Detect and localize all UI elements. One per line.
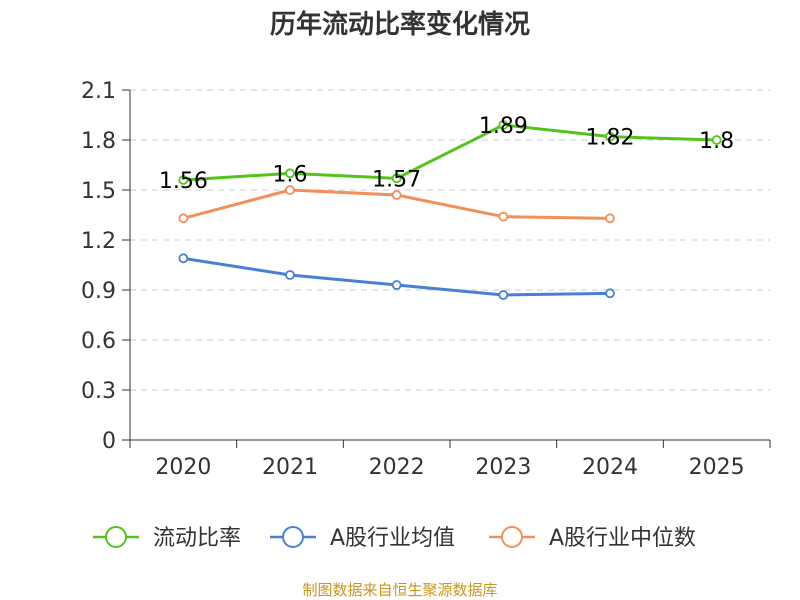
- y-tick-label: 0.3: [81, 379, 116, 404]
- series-point-2: [178, 213, 189, 224]
- series-point-1: [178, 253, 189, 264]
- legend-label: A股行业均值: [330, 526, 455, 551]
- series-point-0: [711, 135, 722, 145]
- series-group: [178, 120, 722, 300]
- y-tick-label: 1.5: [81, 179, 116, 204]
- series-point-2: [605, 213, 615, 224]
- series-point-1: [498, 290, 509, 300]
- data-label: 1.57: [372, 167, 421, 192]
- legend-label: 流动比率: [153, 526, 241, 551]
- data-label: 1.6: [273, 162, 308, 187]
- series-point-0: [605, 131, 615, 142]
- y-tick-label: 0.6: [81, 329, 116, 354]
- x-tick-label: 2021: [262, 455, 318, 480]
- series-point-0: [391, 173, 402, 184]
- series-point-0: [285, 168, 295, 179]
- data-label: 1.82: [586, 126, 635, 151]
- series-point-2: [498, 211, 509, 222]
- series-line-0: [183, 123, 717, 182]
- legend-marker: [105, 526, 127, 548]
- series-point-1: [285, 270, 295, 280]
- series-point-1: [391, 280, 402, 290]
- data-label: 1.89: [479, 114, 528, 139]
- x-tick-label: 2020: [155, 455, 211, 480]
- axes: 0 0.3 0.6 0.9 1.2 1.5 1.8 2.1 2020 2021 2022 2023 20…: [81, 79, 771, 480]
- x-tick-label: 2024: [582, 455, 638, 480]
- legend: 流动比率 A股行业均值 A股行业中位数: [93, 526, 696, 551]
- series-point-2: [391, 190, 402, 200]
- series-point-0: [498, 120, 509, 130]
- y-tick-label: 1.2: [81, 229, 116, 254]
- series-point-2: [285, 185, 295, 195]
- data-label: 1.56: [159, 169, 208, 194]
- x-tick-label: 2025: [689, 455, 745, 480]
- data-label: 1.8: [699, 129, 734, 154]
- source-note: 制图数据来自恒生聚源数据库: [302, 581, 497, 599]
- legend-label: A股行业中位数: [549, 526, 696, 551]
- grid-lines: [130, 89, 770, 391]
- series-point-1: [605, 288, 615, 299]
- y-tick-label: 1.8: [81, 129, 116, 154]
- x-tick-label: 2023: [475, 455, 531, 480]
- legend-marker: [282, 526, 304, 548]
- legend-marker: [501, 526, 523, 548]
- series-point-0: [178, 175, 189, 185]
- y-tick-label: 2.1: [81, 79, 116, 104]
- y-tick-label: 0.9: [81, 279, 116, 304]
- data-labels: 1.56 1.6 1.57 1.89 1.82 1.8: [159, 114, 734, 194]
- x-tick-label: 2022: [369, 455, 425, 480]
- y-tick-label: 0: [102, 429, 116, 454]
- chart-title: 历年流动比率变化情况: [270, 9, 530, 40]
